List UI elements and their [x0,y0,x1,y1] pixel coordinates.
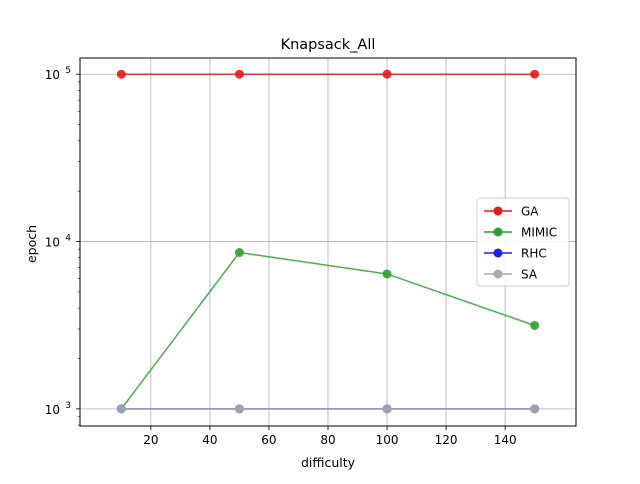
data-point-ga [234,69,244,79]
data-point-sa [116,404,126,414]
legend-label-sa: SA [521,268,538,282]
legend-marker [493,248,503,258]
legend-label-ga: GA [521,205,539,219]
legend-label-rhc: RHC [521,247,547,261]
chart-title: Knapsack_All [281,37,376,53]
y-tick-exponent: 3 [65,401,71,411]
y-tick-exponent: 5 [65,66,71,76]
data-point-mimic [530,320,540,330]
y-axis-ticks: 10 3 10 4 10 5 [45,66,80,426]
legend: GA MIMIC RHC SA [476,197,570,287]
legend-marker [493,206,503,216]
x-tick-label: 100 [376,433,399,447]
x-tick-label: 120 [435,433,458,447]
x-tick-label: 40 [202,433,217,447]
data-point-sa [382,404,392,414]
series-line-mimic [120,251,535,410]
x-tick-label: 80 [320,433,335,447]
x-axis-ticks: 20 40 60 80 100 120 140 [143,426,517,447]
legend-label-mimic: MIMIC [521,226,557,240]
legend-marker [493,227,503,237]
x-axis-label: difficulty [301,455,356,470]
y-tick-label: 10 [45,403,60,417]
x-tick-label: 140 [494,433,517,447]
x-tick-label: 60 [261,433,276,447]
series-lines [116,69,540,414]
data-point-ga [530,69,540,79]
x-tick-label: 20 [143,433,158,447]
data-point-sa [530,404,540,414]
y-axis-label: epoch [24,225,39,263]
data-point-mimic [382,269,392,279]
data-point-sa [234,404,244,414]
y-tick-label: 10 [45,236,60,250]
data-point-ga [382,69,392,79]
y-tick-exponent: 4 [65,234,71,244]
y-tick-label: 10 [45,68,60,82]
legend-marker [493,269,503,279]
legend-box [476,197,570,287]
data-point-ga [116,69,126,79]
data-point-mimic [234,248,244,258]
